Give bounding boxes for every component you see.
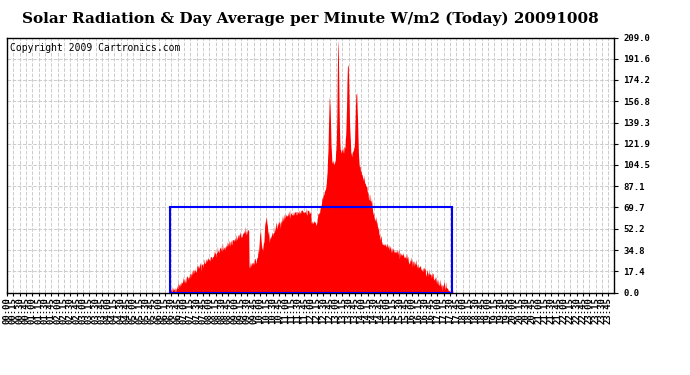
Text: Solar Radiation & Day Average per Minute W/m2 (Today) 20091008: Solar Radiation & Day Average per Minute… <box>22 11 599 26</box>
Text: Copyright 2009 Cartronics.com: Copyright 2009 Cartronics.com <box>10 43 180 52</box>
Bar <box>170 207 453 292</box>
